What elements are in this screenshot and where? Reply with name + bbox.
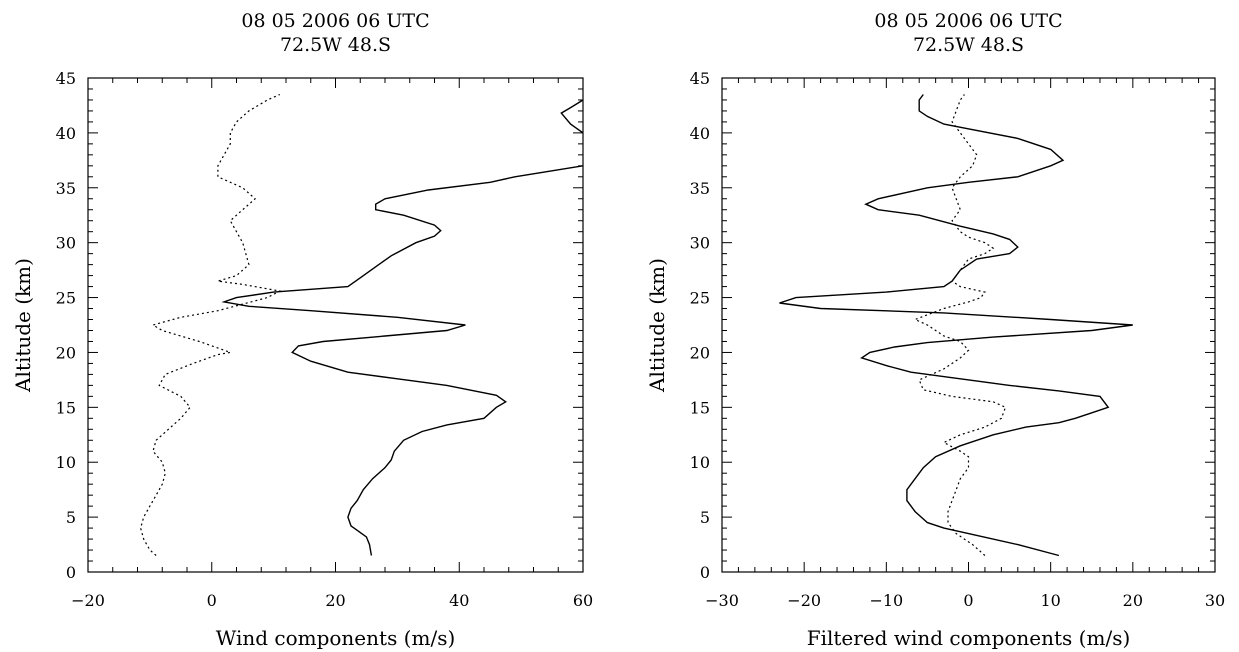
x-tick-label: 0 (207, 591, 217, 610)
solid-wind-series-line (779, 94, 1133, 557)
x-tick-label: 40 (449, 591, 469, 610)
x-tick-label: −30 (705, 591, 739, 610)
y-tick-label: 35 (690, 179, 710, 198)
x-tick-label: 20 (325, 591, 345, 610)
y-tick-label: 20 (690, 343, 710, 362)
y-tick-label: 20 (56, 343, 76, 362)
y-tick-label: 10 (690, 453, 710, 472)
dotted-wind-series-line (139, 93, 282, 556)
chart-title-line: 72.5W 48.S (280, 34, 391, 56)
y-tick-label: 10 (56, 453, 76, 472)
y-tick-label: 45 (690, 69, 710, 88)
chart-title-line: 08 05 2006 06 UTC (874, 10, 1062, 32)
x-tick-label: 30 (1205, 591, 1225, 610)
dotted-wind-series-line (913, 94, 1007, 556)
y-axis-label: Altitude (km) (11, 258, 35, 393)
y-tick-label: 40 (690, 124, 710, 143)
plot-frame (721, 77, 1216, 573)
y-tick-label: 0 (700, 563, 710, 582)
x-tick-label: 20 (1123, 591, 1143, 610)
x-tick-label: −10 (869, 591, 903, 610)
plot-frame (87, 77, 584, 573)
y-tick-label: 15 (690, 398, 710, 417)
chart-title-line: 08 05 2006 06 UTC (241, 10, 429, 32)
x-tick-label: 60 (573, 591, 593, 610)
y-tick-label: 40 (56, 124, 76, 143)
y-tick-label: 25 (690, 289, 710, 308)
y-tick-label: 45 (56, 69, 76, 88)
y-tick-label: 5 (66, 508, 76, 527)
solid-wind-series-line (221, 165, 583, 556)
y-tick-label: 30 (56, 234, 76, 253)
x-tick-label: 10 (1040, 591, 1060, 610)
x-tick-label: −20 (787, 591, 821, 610)
y-tick-label: 5 (700, 508, 710, 527)
y-tick-label: 0 (66, 563, 76, 582)
x-tick-label: 0 (963, 591, 973, 610)
x-axis-label: Filtered wind components (m/s) (807, 626, 1131, 650)
solid-wind-series-line (560, 99, 583, 134)
y-tick-label: 35 (56, 179, 76, 198)
x-tick-label: −20 (71, 591, 105, 610)
y-axis-label: Altitude (km) (645, 258, 669, 393)
y-tick-label: 25 (56, 289, 76, 308)
y-tick-label: 15 (56, 398, 76, 417)
x-axis-label: Wind components (m/s) (216, 626, 456, 650)
y-tick-label: 30 (690, 234, 710, 253)
chart-title-line: 72.5W 48.S (913, 34, 1024, 56)
